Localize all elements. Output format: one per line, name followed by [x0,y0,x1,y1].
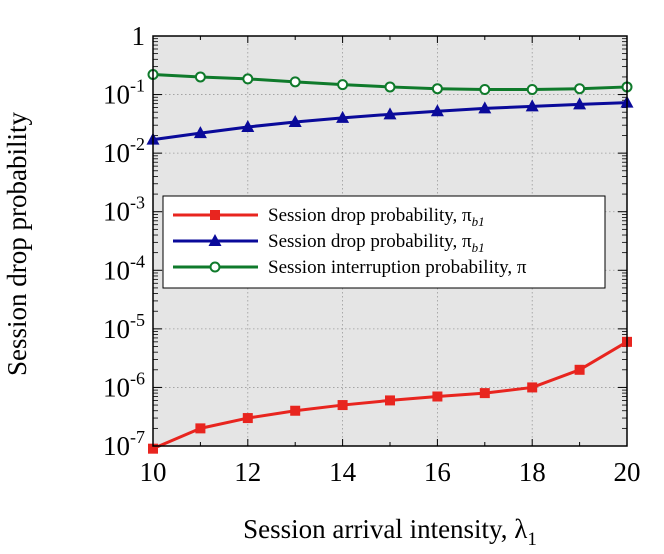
data-point [242,413,253,424]
y-tick-label: 10-2 [103,134,145,168]
data-point [195,423,206,434]
y-tick-label: 10-5 [103,310,145,344]
data-point [479,84,491,96]
data-point [430,104,444,117]
x-tick-label: 18 [519,457,546,487]
x-tick-label: 16 [424,457,451,487]
legend-label: Session drop probability, πb1 [268,205,485,229]
data-point [525,99,539,112]
x-axis-label-subscript: 1 [527,529,537,550]
data-point [193,126,207,139]
y-tick-label: 10-3 [103,193,145,227]
data-point [290,405,301,416]
plot-area-frame [152,35,628,447]
legend-item-1: Session drop probability, πb1 [173,205,485,229]
legend-label: Session interruption probability, π [268,257,527,278]
data-point [432,391,443,402]
data-point [431,83,443,95]
legend-marker [208,234,222,246]
legend-marker [210,210,220,220]
legend-marker [209,261,221,273]
data-point [241,119,255,132]
data-point [337,400,348,411]
y-tick-label: 10-4 [103,251,145,285]
data-point [337,79,349,91]
data-point [574,83,586,95]
x-axis-label: Session arrival intensity, λ1 [243,514,537,550]
y-tick-label: 10-6 [103,368,145,402]
data-point [289,76,301,88]
x-tick-label: 14 [329,457,357,487]
series-2 [146,95,634,145]
x-tick-label: 10 [140,457,167,487]
x-tick-label: 12 [234,457,261,487]
data-point [242,73,254,85]
y-tick-label: 1 [132,21,146,51]
data-point [383,107,397,120]
data-point [526,84,538,96]
data-point [288,115,302,128]
data-point [194,71,206,83]
x-tick-label: 20 [614,457,641,487]
y-tick-label: 10-1 [103,76,145,110]
data-point [384,81,396,93]
legend-item-2: Session drop probability, πb1 [173,231,485,255]
legend-label: Session drop probability, πb1 [268,231,485,255]
data-point [148,443,158,454]
data-point [385,395,395,406]
data-point [336,110,350,123]
y-tick-label: 10-7 [103,427,145,461]
legend-item-3: Session interruption probability, π [173,257,527,278]
tick-labels: 10 12 14 16 18 20 1 10-1 10-2 10-3 10-4 10-5 10-6 10-… [103,21,641,487]
y-axis-label: Session drop probability [2,112,32,376]
data-point [478,101,492,114]
data-point [573,97,587,110]
data-point [527,382,538,393]
data-point [479,388,490,399]
data-point [574,364,585,375]
